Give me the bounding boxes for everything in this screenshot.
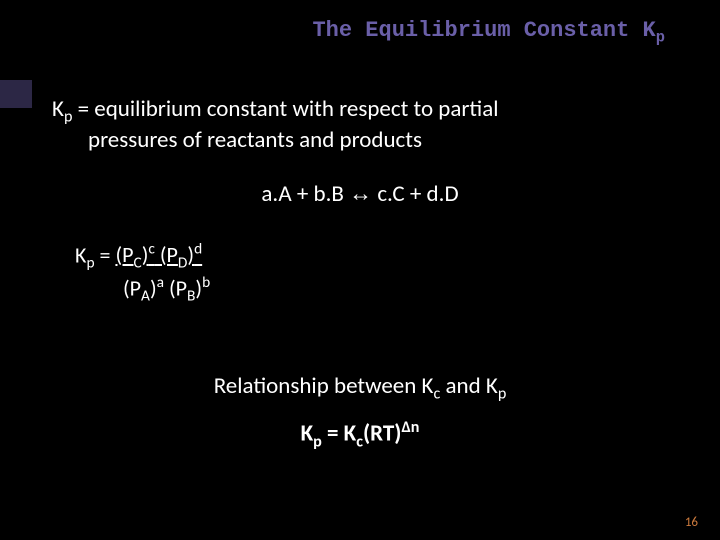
kp-lhs-sub: p [86, 254, 94, 273]
definition-symbol-base: K [52, 95, 64, 123]
equilibrium-arrow-icon: ↔ [349, 180, 372, 206]
rel-pre: Relationship between K [214, 372, 434, 400]
title-prefix: The Equilibrium Constant K [312, 18, 655, 43]
rel-mid: and K [440, 372, 498, 400]
kp-equals: = [95, 241, 116, 268]
equation-rhs: c.C + d.D [372, 180, 458, 208]
reaction-equation: a.A + b.B ↔ c.C + d.D [0, 180, 720, 208]
relationship-equation: Kp = Kc(RT)Δn [0, 418, 720, 451]
decorative-side-rect [0, 80, 32, 108]
releq-lhs-sub: p [313, 432, 322, 451]
releq-rhs-sub: c [356, 432, 363, 451]
kp-numerator: (PC)c (PD)d [115, 241, 202, 268]
kp-formula-line1: Kp = (PC)c (PD)d [75, 240, 210, 273]
kp-formula: Kp = (PC)c (PD)d (PA)a (PB)b [75, 240, 210, 305]
definition-line2: pressures of reactants and products [52, 126, 422, 154]
kp-denominator: (PA)a (PB)b [75, 273, 210, 306]
definition-block: Kp = equilibrium constant with respect t… [52, 96, 680, 154]
equation-lhs: a.A + b.B [261, 180, 349, 208]
kp-lhs-base: K [75, 241, 86, 268]
rel-sub2: p [498, 385, 506, 404]
definition-line1: = equilibrium constant with respect to p… [72, 95, 498, 123]
page-number: 16 [685, 515, 698, 530]
releq-eq: = K [322, 420, 356, 448]
relationship-text: Relationship between Kc and Kp [0, 372, 720, 404]
slide-title: The Equilibrium Constant Kp [312, 18, 665, 46]
releq-rt: (RT) [363, 420, 401, 448]
releq-exp: Δn [401, 418, 419, 437]
releq-lhs-base: K [301, 420, 314, 448]
title-subscript: p [656, 28, 665, 46]
